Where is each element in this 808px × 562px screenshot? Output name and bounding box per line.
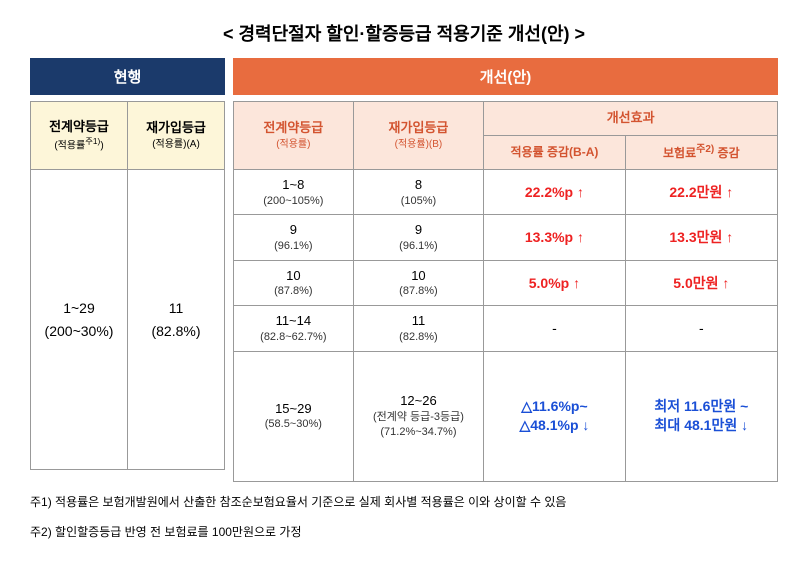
table-row: 15~29(58.5~30%)12~26(전계약 등급-3등급)(71.2%~3… bbox=[234, 351, 778, 481]
cell-premium-change: 5.0만원 ↑ bbox=[625, 260, 777, 305]
cell-premium-change: 13.3만원 ↑ bbox=[625, 215, 777, 260]
right-col1-header: 전계약등급 (적용률) bbox=[234, 102, 354, 170]
table-row: 11~14(82.8~62.7%)11(82.8%)-- bbox=[234, 306, 778, 351]
improve-table: 전계약등급 (적용률) 재가입등급 (적용률)(B) 개선효과 적용률 증감(B… bbox=[233, 101, 778, 482]
footnote-1: 주1) 적용률은 보험개발원에서 산출한 참조순보험요율서 기준으로 실제 회사… bbox=[30, 492, 778, 512]
right-col2-title: 재가입등급 bbox=[389, 120, 449, 135]
current-block: 현행 전계약등급 (적용률주1)) 재가입등급 (적용률)(A) 1~29 (2… bbox=[30, 58, 225, 482]
tables-container: 현행 전계약등급 (적용률주1)) 재가입등급 (적용률)(A) 1~29 (2… bbox=[30, 58, 778, 482]
cell-rate-change: 5.0%p ↑ bbox=[484, 260, 625, 305]
cell-rejoin-grade: 11(82.8%) bbox=[353, 306, 484, 351]
cell-premium-change: - bbox=[625, 306, 777, 351]
left-body-c2: 11 (82.8%) bbox=[128, 170, 225, 470]
left-c1-main: 1~29 bbox=[63, 300, 95, 316]
table-row: 9(96.1%)9(96.1%)13.3%p ↑13.3만원 ↑ bbox=[234, 215, 778, 260]
cell-premium-change: 최저 11.6만원 ~최대 48.1만원 ↓ bbox=[625, 351, 777, 481]
left-col1-note: (적용률주1)) bbox=[33, 136, 125, 153]
cell-prev-grade: 1~8(200~105%) bbox=[234, 170, 354, 215]
cell-premium-change: 22.2만원 ↑ bbox=[625, 170, 777, 215]
left-c1-sub: (200~30%) bbox=[45, 323, 114, 339]
cell-prev-grade: 11~14(82.8~62.7%) bbox=[234, 306, 354, 351]
table-row: 1~8(200~105%)8(105%)22.2%p ↑22.2만원 ↑ bbox=[234, 170, 778, 215]
improve-block: 개선(안) 전계약등급 (적용률) 재가입등급 (적용률)(B) 개선효과 적용… bbox=[233, 58, 778, 482]
right-col4-header: 보험료주2) 증감 bbox=[625, 135, 777, 169]
cell-rate-change: 22.2%p ↑ bbox=[484, 170, 625, 215]
cell-prev-grade: 10(87.8%) bbox=[234, 260, 354, 305]
right-effect-header: 개선효과 bbox=[484, 102, 778, 136]
right-col1-note: (적용률) bbox=[236, 138, 351, 152]
header-improve: 개선(안) bbox=[233, 58, 778, 95]
cell-rate-change: - bbox=[484, 306, 625, 351]
right-effect-title: 개선효과 bbox=[607, 110, 655, 125]
right-col3-header: 적용률 증감(B-A) bbox=[484, 135, 625, 169]
footnote-2: 주2) 할인할증등급 반영 전 보험료를 100만원으로 가정 bbox=[30, 522, 778, 542]
right-col2-note: (적용률)(B) bbox=[356, 138, 482, 152]
right-col3-title: 적용률 증감(B-A) bbox=[511, 145, 599, 159]
cell-rate-change: △11.6%p~△48.1%p ↓ bbox=[484, 351, 625, 481]
right-col2-header: 재가입등급 (적용률)(B) bbox=[353, 102, 484, 170]
left-col2-note: (적용률)(A) bbox=[130, 138, 222, 152]
cell-rejoin-grade: 9(96.1%) bbox=[353, 215, 484, 260]
cell-rate-change: 13.3%p ↑ bbox=[484, 215, 625, 260]
cell-rejoin-grade: 8(105%) bbox=[353, 170, 484, 215]
left-col1-header: 전계약등급 (적용률주1)) bbox=[31, 102, 128, 170]
left-body-c1: 1~29 (200~30%) bbox=[31, 170, 128, 470]
cell-prev-grade: 9(96.1%) bbox=[234, 215, 354, 260]
current-table: 전계약등급 (적용률주1)) 재가입등급 (적용률)(A) 1~29 (200~… bbox=[30, 101, 225, 470]
left-col2-title: 재가입등급 bbox=[146, 120, 206, 135]
right-col4-title: 보험료주2) 증감 bbox=[663, 146, 740, 160]
table-row: 10(87.8%)10(87.8%)5.0%p ↑5.0만원 ↑ bbox=[234, 260, 778, 305]
right-col1-title: 전계약등급 bbox=[263, 120, 323, 135]
header-current: 현행 bbox=[30, 58, 225, 95]
left-col1-title: 전계약등급 bbox=[49, 119, 109, 134]
cell-rejoin-grade: 12~26(전계약 등급-3등급)(71.2%~34.7%) bbox=[353, 351, 484, 481]
left-col2-header: 재가입등급 (적용률)(A) bbox=[128, 102, 225, 170]
cell-rejoin-grade: 10(87.8%) bbox=[353, 260, 484, 305]
cell-prev-grade: 15~29(58.5~30%) bbox=[234, 351, 354, 481]
left-c2-sub: (82.8%) bbox=[151, 323, 200, 339]
page-title: < 경력단절자 할인·할증등급 적용기준 개선(안) > bbox=[30, 20, 778, 46]
left-c2-main: 11 bbox=[169, 300, 184, 316]
